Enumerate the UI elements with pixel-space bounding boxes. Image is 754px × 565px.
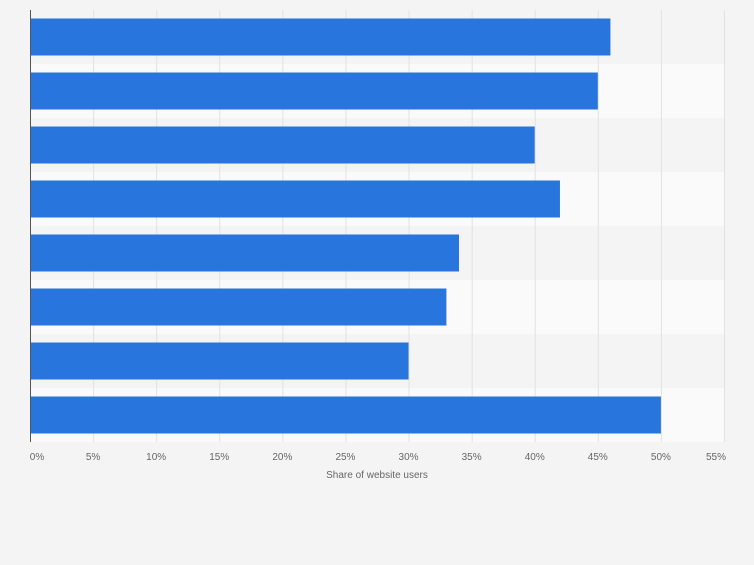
bars [30,18,661,434]
x-tick-label: 0% [30,452,45,463]
bar [30,234,460,272]
bar [30,396,661,434]
bar [30,288,447,326]
x-axis-title: Share of website users [326,470,428,481]
x-tick-label: 10% [146,452,166,463]
x-tick-label: 30% [399,452,419,463]
x-tick-label: 40% [525,452,545,463]
x-tick-label: 50% [651,452,671,463]
x-tick-label: 45% [588,452,608,463]
x-tick-label: 25% [335,452,355,463]
x-tick-label: 20% [272,452,292,463]
x-tick-label: 5% [86,452,101,463]
bar [30,18,611,56]
bar [30,342,409,380]
bar [30,180,560,218]
x-tick-label: 55% [706,452,726,463]
bar [30,72,598,110]
x-tick-labels: 0% 5% 10% 15% 20% 25% 30% 35% 40% 45% 50% 55% [30,452,726,463]
x-tick-label: 35% [462,452,482,463]
x-tick-label: 15% [209,452,229,463]
bar [30,126,535,164]
